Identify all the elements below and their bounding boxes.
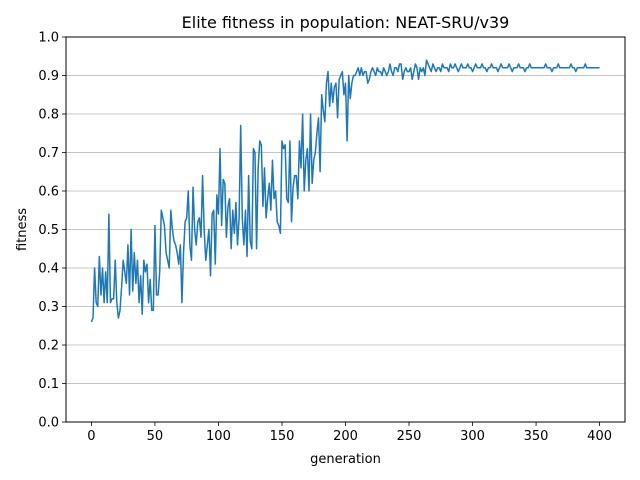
x-axis-label: generation <box>310 452 381 467</box>
y-tick-label: 0.9 <box>38 69 59 84</box>
x-tick-label: 350 <box>524 429 549 444</box>
y-tick-label: 0.3 <box>38 300 59 315</box>
y-tick-label: 0.0 <box>38 416 59 431</box>
x-tick-label: 300 <box>460 429 485 444</box>
y-tick-label: 1.0 <box>38 31 59 46</box>
x-tick-label: 150 <box>270 429 295 444</box>
y-tick-label: 0.7 <box>38 146 59 161</box>
x-tick-label: 200 <box>333 429 358 444</box>
y-tick-label: 0.5 <box>38 223 59 238</box>
x-tick-label: 50 <box>147 429 164 444</box>
y-tick-label: 0.8 <box>38 108 59 123</box>
y-tick-label: 0.2 <box>38 339 59 354</box>
x-tick-label: 250 <box>397 429 422 444</box>
series-group <box>90 59 600 323</box>
y-axis-ticks: 0.0 0.1 0.2 0.3 0.4 0.5 0.6 0.7 0.8 0.9 1.0 <box>38 31 66 431</box>
x-tick-label: 400 <box>587 429 612 444</box>
y-axis-label: fitness <box>15 208 30 251</box>
y-tick-label: 0.1 <box>38 377 59 392</box>
chart-title: Elite fitness in population: NEAT-SRU/v3… <box>182 13 510 32</box>
x-tick-label: 0 <box>87 429 95 444</box>
x-axis-ticks: 0 50 100 150 200 250 300 350 400 <box>87 422 612 444</box>
y-tick-label: 0.4 <box>38 262 59 277</box>
x-tick-label: 100 <box>206 429 231 444</box>
fitness-series-line <box>90 59 600 323</box>
y-tick-label: 0.6 <box>38 185 59 200</box>
